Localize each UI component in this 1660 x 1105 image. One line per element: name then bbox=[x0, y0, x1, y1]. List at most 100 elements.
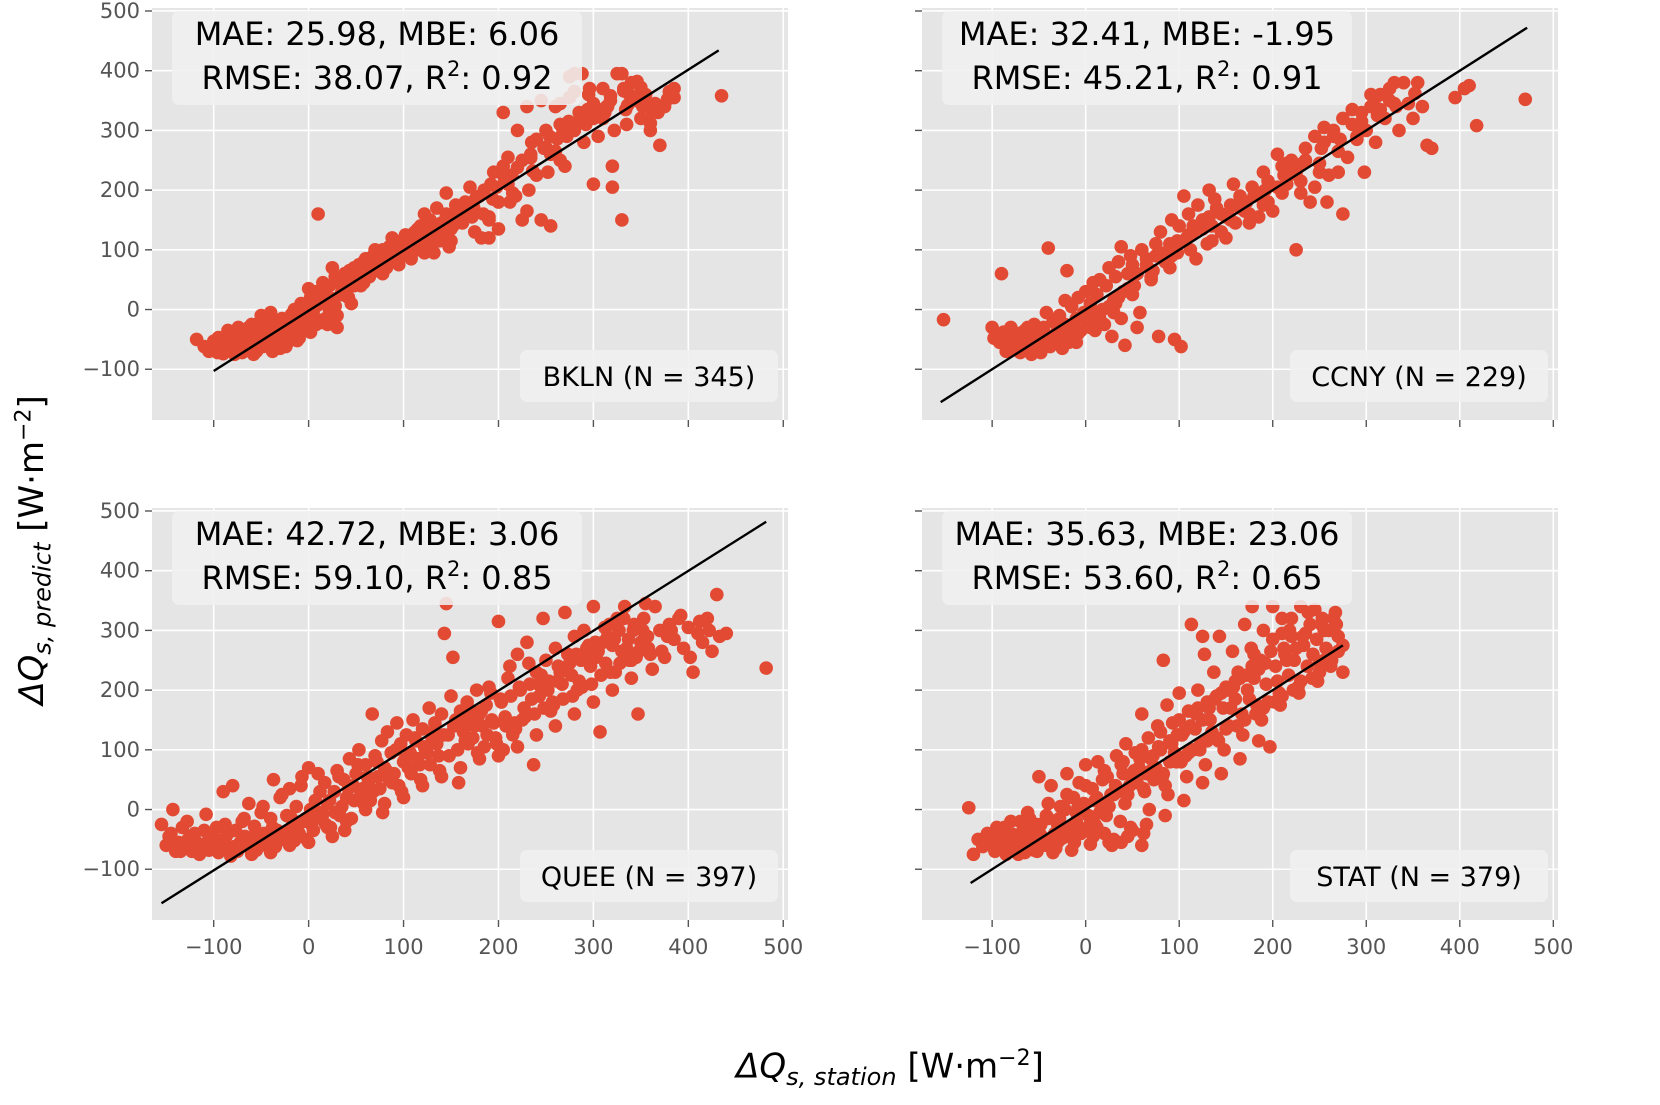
data-point bbox=[214, 838, 229, 853]
data-point bbox=[1256, 701, 1271, 715]
data-point bbox=[1060, 766, 1074, 781]
data-point bbox=[1046, 845, 1060, 860]
data-point bbox=[560, 662, 574, 677]
data-point bbox=[431, 748, 446, 763]
data-point bbox=[325, 260, 340, 275]
data-point bbox=[1236, 728, 1250, 742]
data-point bbox=[1336, 207, 1350, 221]
data-point bbox=[1387, 75, 1402, 90]
data-point bbox=[468, 191, 483, 206]
data-point bbox=[1179, 769, 1194, 784]
data-point bbox=[593, 725, 607, 739]
data-point bbox=[1114, 240, 1129, 254]
data-point bbox=[710, 587, 724, 602]
data-point bbox=[1153, 725, 1168, 739]
data-point bbox=[683, 650, 698, 665]
data-point bbox=[337, 823, 352, 838]
data-point bbox=[347, 278, 361, 293]
data-point bbox=[616, 84, 631, 98]
y-axis-label-close: ] bbox=[11, 395, 52, 409]
data-point bbox=[1336, 111, 1350, 126]
y-tick-label: −100 bbox=[82, 357, 140, 381]
data-point bbox=[584, 677, 599, 691]
data-point bbox=[1050, 331, 1065, 345]
data-point bbox=[444, 689, 458, 703]
data-point bbox=[1141, 731, 1156, 745]
stats-line-2-prefix: RMSE: 53.60, R bbox=[971, 559, 1217, 597]
data-point bbox=[1064, 843, 1079, 857]
stats-line-1: MAE: 32.41, MBE: -1.95 bbox=[959, 15, 1335, 53]
data-point bbox=[442, 748, 456, 763]
data-point bbox=[422, 701, 436, 715]
data-point bbox=[1078, 778, 1093, 793]
data-point bbox=[1256, 198, 1271, 212]
scatter-points bbox=[961, 599, 1350, 862]
data-point bbox=[1172, 219, 1187, 233]
data-point bbox=[558, 605, 572, 620]
data-point bbox=[337, 288, 352, 303]
data-point bbox=[358, 251, 373, 266]
data-point bbox=[1350, 132, 1364, 147]
data-point bbox=[1319, 641, 1333, 656]
data-point bbox=[501, 150, 515, 165]
data-point bbox=[607, 123, 622, 138]
data-point bbox=[247, 819, 262, 834]
data-point bbox=[1156, 653, 1171, 668]
data-point bbox=[266, 772, 281, 787]
data-point bbox=[398, 228, 413, 242]
data-point bbox=[1424, 141, 1439, 156]
data-point bbox=[508, 189, 523, 203]
data-point bbox=[548, 719, 563, 733]
data-point bbox=[1462, 78, 1476, 93]
data-point bbox=[1090, 820, 1104, 835]
data-point bbox=[695, 635, 710, 650]
data-point bbox=[512, 680, 527, 694]
data-point bbox=[385, 231, 399, 245]
data-point bbox=[630, 74, 644, 89]
data-point bbox=[1134, 743, 1149, 757]
data-point bbox=[567, 707, 582, 721]
x-axis-label-symbol: ΔQ bbox=[736, 1046, 787, 1087]
data-point bbox=[1069, 335, 1084, 350]
y-axis-label-subscript: s, predict bbox=[28, 542, 57, 655]
data-point bbox=[987, 841, 1001, 856]
data-point bbox=[199, 807, 213, 822]
data-point bbox=[303, 325, 318, 340]
data-point bbox=[216, 346, 230, 361]
data-point bbox=[352, 743, 366, 757]
data-point bbox=[379, 763, 394, 778]
data-point bbox=[536, 611, 550, 626]
data-point bbox=[1195, 775, 1210, 790]
data-point bbox=[1032, 823, 1046, 838]
stats-box bbox=[942, 511, 1352, 605]
data-point bbox=[1197, 647, 1212, 662]
data-point bbox=[1298, 141, 1313, 156]
data-point bbox=[439, 186, 454, 200]
data-point bbox=[582, 81, 597, 96]
data-point bbox=[413, 772, 428, 787]
data-point bbox=[417, 246, 432, 260]
data-point bbox=[1149, 237, 1163, 251]
data-point bbox=[469, 683, 484, 697]
site-label: BKLN (N = 345) bbox=[543, 362, 756, 393]
data-point bbox=[218, 817, 232, 832]
data-point bbox=[1293, 186, 1308, 200]
data-point bbox=[654, 644, 669, 659]
stats-line-2-suffix: : 0.91 bbox=[1230, 59, 1322, 97]
data-point bbox=[636, 611, 651, 626]
data-point bbox=[1251, 734, 1266, 748]
data-point bbox=[1295, 629, 1310, 644]
data-point bbox=[692, 614, 707, 629]
data-point bbox=[579, 647, 593, 662]
data-point bbox=[626, 90, 641, 105]
site-label-box bbox=[1290, 850, 1548, 902]
data-point bbox=[1088, 323, 1102, 338]
data-point bbox=[1225, 644, 1240, 659]
data-point bbox=[1158, 808, 1172, 823]
data-point bbox=[233, 329, 248, 344]
data-point bbox=[440, 213, 455, 227]
data-point bbox=[398, 751, 413, 766]
data-point bbox=[244, 317, 259, 332]
chart-panel-bottom-right: −100 0 100 200 300 400 500 MAE: 35.63, MBE: 23.… bbox=[915, 508, 1573, 959]
site-label: QUEE (N = 397) bbox=[541, 862, 757, 893]
